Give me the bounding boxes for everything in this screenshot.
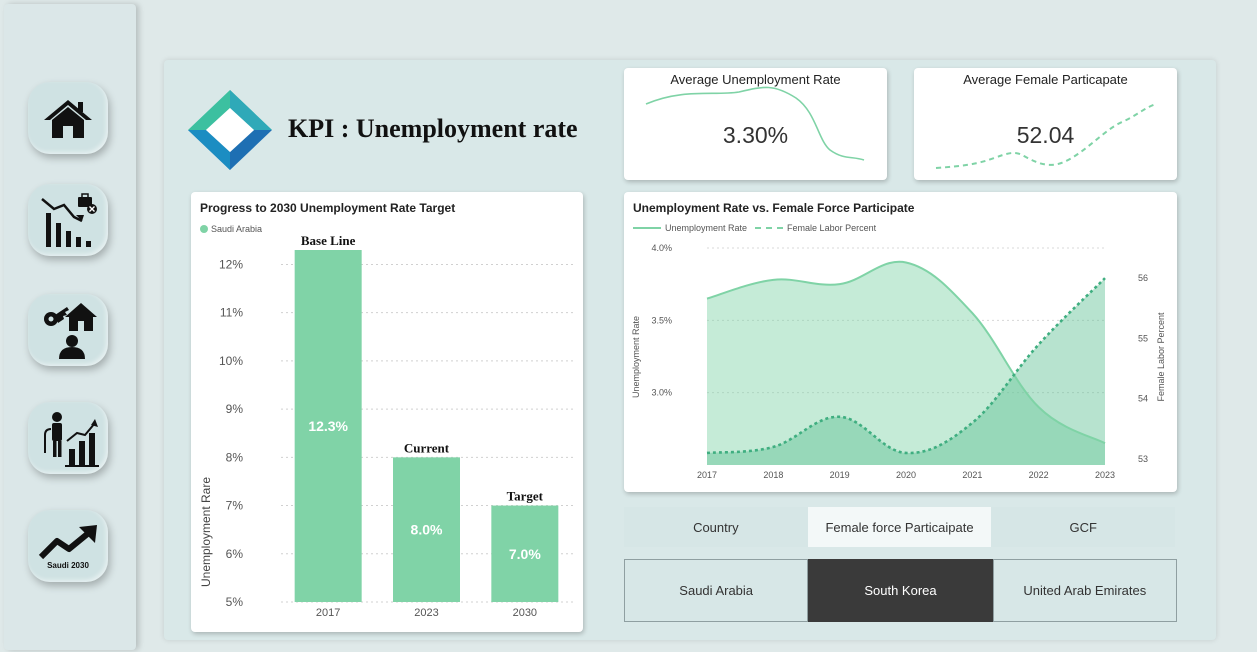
x-tick-label: 2023 (414, 607, 438, 619)
y2-tick-label: 55 (1138, 333, 1148, 343)
nav-caption: Saudi 2030 (47, 560, 89, 570)
line-chart-legend: Unemployment Rate Female Labor Percent (633, 223, 876, 233)
bar-annotation: Current (404, 440, 450, 455)
line-chart-card[interactable]: Unemployment Rate vs. Female Force Parti… (624, 192, 1177, 492)
slicer-saudi-arabia[interactable]: Saudi Arabia (624, 559, 809, 622)
x-tick-label: 2019 (830, 470, 850, 480)
nav-unemployment-button[interactable] (28, 184, 108, 256)
nav-home-button[interactable] (28, 82, 108, 154)
y2-tick-label: 54 (1138, 394, 1148, 404)
bar-data-label: 8.0% (411, 522, 443, 538)
legend-dot (200, 225, 208, 233)
line-female-labor (706, 277, 1106, 455)
kpi-value: 52.04 (1016, 122, 1075, 148)
y-tick-label: 9% (226, 402, 244, 416)
slicer-south-korea[interactable]: South Korea (808, 559, 993, 622)
line-chart-title: Unemployment Rate vs. Female Force Parti… (633, 201, 915, 215)
y-tick-label: 12% (219, 257, 243, 271)
x-tick-label: 2030 (513, 607, 537, 619)
kpi-value: 3.30% (722, 122, 789, 148)
bar-data-label: 7.0% (509, 546, 541, 562)
trend-up-arrow-icon (38, 524, 97, 559)
tab-gcf[interactable]: GCF (991, 507, 1176, 547)
bar-chart-card[interactable]: Progress to 2030 Unemployment Rate Targe… (191, 192, 583, 632)
area-female-labor (707, 278, 1105, 465)
x-tick-label: 2018 (763, 470, 783, 480)
bar-chart-title: Progress to 2030 Unemployment Rate Targe… (200, 201, 456, 215)
country-slicer: Saudi Arabia South Korea United Arab Emi… (624, 559, 1177, 622)
y-tick-label: 7% (226, 499, 244, 513)
y-tick-label: 6% (226, 547, 244, 561)
bar-data-label: 12.3% (308, 418, 348, 434)
y-tick-label: 10% (219, 354, 243, 368)
x-tick-label: 2020 (896, 470, 916, 480)
y2-tick-label: 56 (1138, 273, 1148, 283)
view-tabs: Country Female force Particaipate GCF (624, 507, 1176, 547)
legend-label: Unemployment Rate (665, 223, 748, 233)
kpi-title: Average Female Particapate (963, 72, 1128, 87)
y-tick-label: 8% (226, 450, 244, 464)
diamond-logo (188, 90, 272, 170)
tab-female-force[interactable]: Female force Particaipate (807, 507, 992, 547)
line-chart-svg: Unemployment Rate Female Labor Percent 3… (631, 243, 1166, 480)
legend-label: Female Labor Percent (787, 223, 877, 233)
key-house-person-icon (44, 303, 97, 359)
declining-chart-briefcase-icon (41, 193, 97, 247)
nav-housing-button[interactable] (28, 294, 108, 366)
bar-chart-legend: Saudi Arabia (200, 224, 262, 234)
kpi-sparkline-unemployment (645, 86, 865, 161)
bar (294, 250, 362, 602)
line-chart-ylabel: Unemployment Rate (631, 316, 641, 398)
bar-chart-ylabel: Unemployment Rare (199, 477, 213, 587)
x-tick-label: 2017 (697, 470, 717, 480)
x-tick-label: 2022 (1029, 470, 1049, 480)
bar-annotation: Base Line (301, 233, 356, 248)
legend-line-dashed (755, 227, 784, 229)
bar (393, 457, 460, 602)
kpi-card-female[interactable]: Average Female Particapate 52.04 (914, 68, 1177, 180)
x-tick-label: 2023 (1095, 470, 1115, 480)
kpi-card-unemployment[interactable]: Average Unemployment Rate 3.30% (624, 68, 887, 180)
bar-annotation: Target (507, 489, 544, 504)
y-tick-label: 11% (220, 306, 243, 320)
x-tick-label: 2017 (316, 607, 340, 619)
y2-tick-label: 53 (1138, 454, 1148, 464)
y-tick-label: 3.5% (651, 315, 672, 325)
home-icon (44, 100, 92, 138)
y-tick-label: 4.0% (651, 243, 672, 253)
page-title: KPI : Unemployment rate (288, 114, 578, 143)
line-unemployment-rate (706, 260, 1106, 445)
legend-line-solid (633, 227, 661, 229)
nav-saudi-2030-button[interactable]: Saudi 2030 (28, 510, 108, 582)
person-growth-chart-icon (44, 412, 99, 467)
kpi-sparkline-female (935, 103, 1157, 169)
bar-chart-svg: Unemployment Rare 5% 6% 7% 8% 9% 10% 11% 12% 12.… (199, 233, 576, 619)
kpi-title: Average Unemployment Rate (670, 72, 841, 87)
y-tick-label: 5% (226, 595, 244, 609)
x-tick-label: 2021 (962, 470, 982, 480)
tab-country[interactable]: Country (624, 507, 808, 547)
line-chart-y2label: Female Labor Percent (1156, 312, 1166, 402)
bar (491, 505, 559, 602)
area-unemployment-rate (707, 261, 1105, 465)
legend-label: Saudi Arabia (211, 224, 263, 234)
nav-growth-button[interactable] (28, 402, 108, 474)
y-tick-label: 3.0% (651, 388, 672, 398)
slicer-uae[interactable]: United Arab Emirates (992, 559, 1177, 622)
sidebar: Saudi 2030 (4, 4, 136, 650)
